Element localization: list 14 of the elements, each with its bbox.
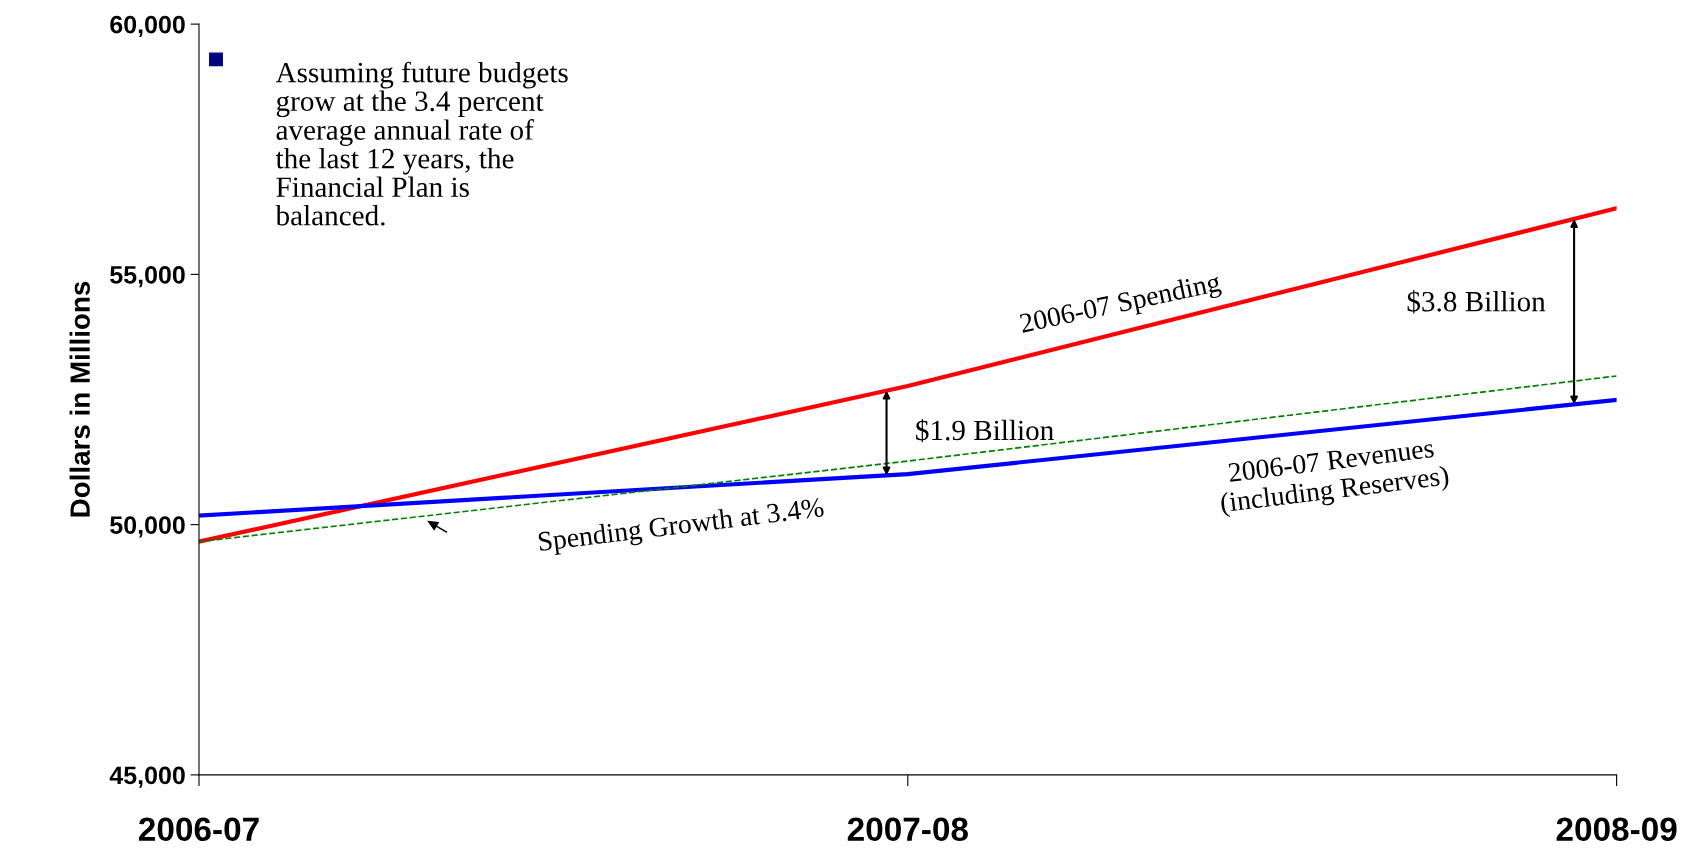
y-axis-title: Dollars in Millions [69, 281, 90, 517]
x-tick-label: 2007-08 [847, 817, 968, 842]
annotation: Assuming future budgets grow at the 3.4 percent average annual rate of the last 12 years, the Financial Plan is balanced. [275, 61, 568, 226]
text: Spending Growth at 3.4% [538, 496, 825, 557]
annotation: $1.9 Billion [916, 418, 1054, 443]
annotation: $3.8 Billion [1407, 290, 1546, 314]
text: 2006-07 Spending [1019, 271, 1223, 339]
y-tick-label: 50,000 [110, 516, 185, 538]
text: 2006-07 Revenues (including Reserves) [1220, 438, 1450, 519]
y-tick-label: 45,000 [109, 766, 185, 788]
y-tick-label: 60,000 [110, 15, 185, 38]
x-tick-label: 2008-09 [1556, 817, 1677, 842]
y-tick-label: 55,000 [110, 265, 185, 288]
x-tick-label: 2006-07 [138, 817, 259, 842]
